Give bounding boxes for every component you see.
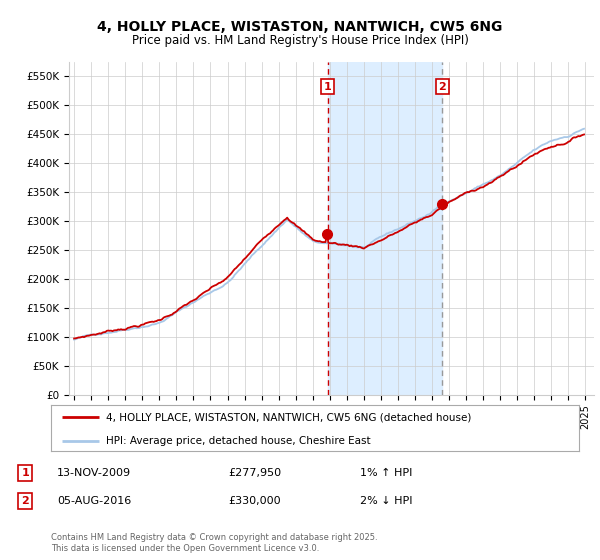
Text: 2: 2 [439,82,446,92]
Text: Price paid vs. HM Land Registry's House Price Index (HPI): Price paid vs. HM Land Registry's House … [131,34,469,46]
Text: 13-NOV-2009: 13-NOV-2009 [57,468,131,478]
Text: 2% ↓ HPI: 2% ↓ HPI [360,496,413,506]
Text: Contains HM Land Registry data © Crown copyright and database right 2025.
This d: Contains HM Land Registry data © Crown c… [51,533,377,553]
Bar [328,62,442,395]
Text: 1: 1 [324,82,331,92]
Text: HPI: Average price, detached house, Cheshire East: HPI: Average price, detached house, Ches… [106,436,371,446]
Text: 4, HOLLY PLACE, WISTASTON, NANTWICH, CW5 6NG (detached house): 4, HOLLY PLACE, WISTASTON, NANTWICH, CW5… [106,412,472,422]
Text: 05-AUG-2016: 05-AUG-2016 [57,496,131,506]
Text: 2: 2 [22,496,29,506]
Text: 1: 1 [22,468,29,478]
Text: 4, HOLLY PLACE, WISTASTON, NANTWICH, CW5 6NG: 4, HOLLY PLACE, WISTASTON, NANTWICH, CW5… [97,20,503,34]
Text: £330,000: £330,000 [228,496,281,506]
Text: 1% ↑ HPI: 1% ↑ HPI [360,468,412,478]
Text: £277,950: £277,950 [228,468,281,478]
